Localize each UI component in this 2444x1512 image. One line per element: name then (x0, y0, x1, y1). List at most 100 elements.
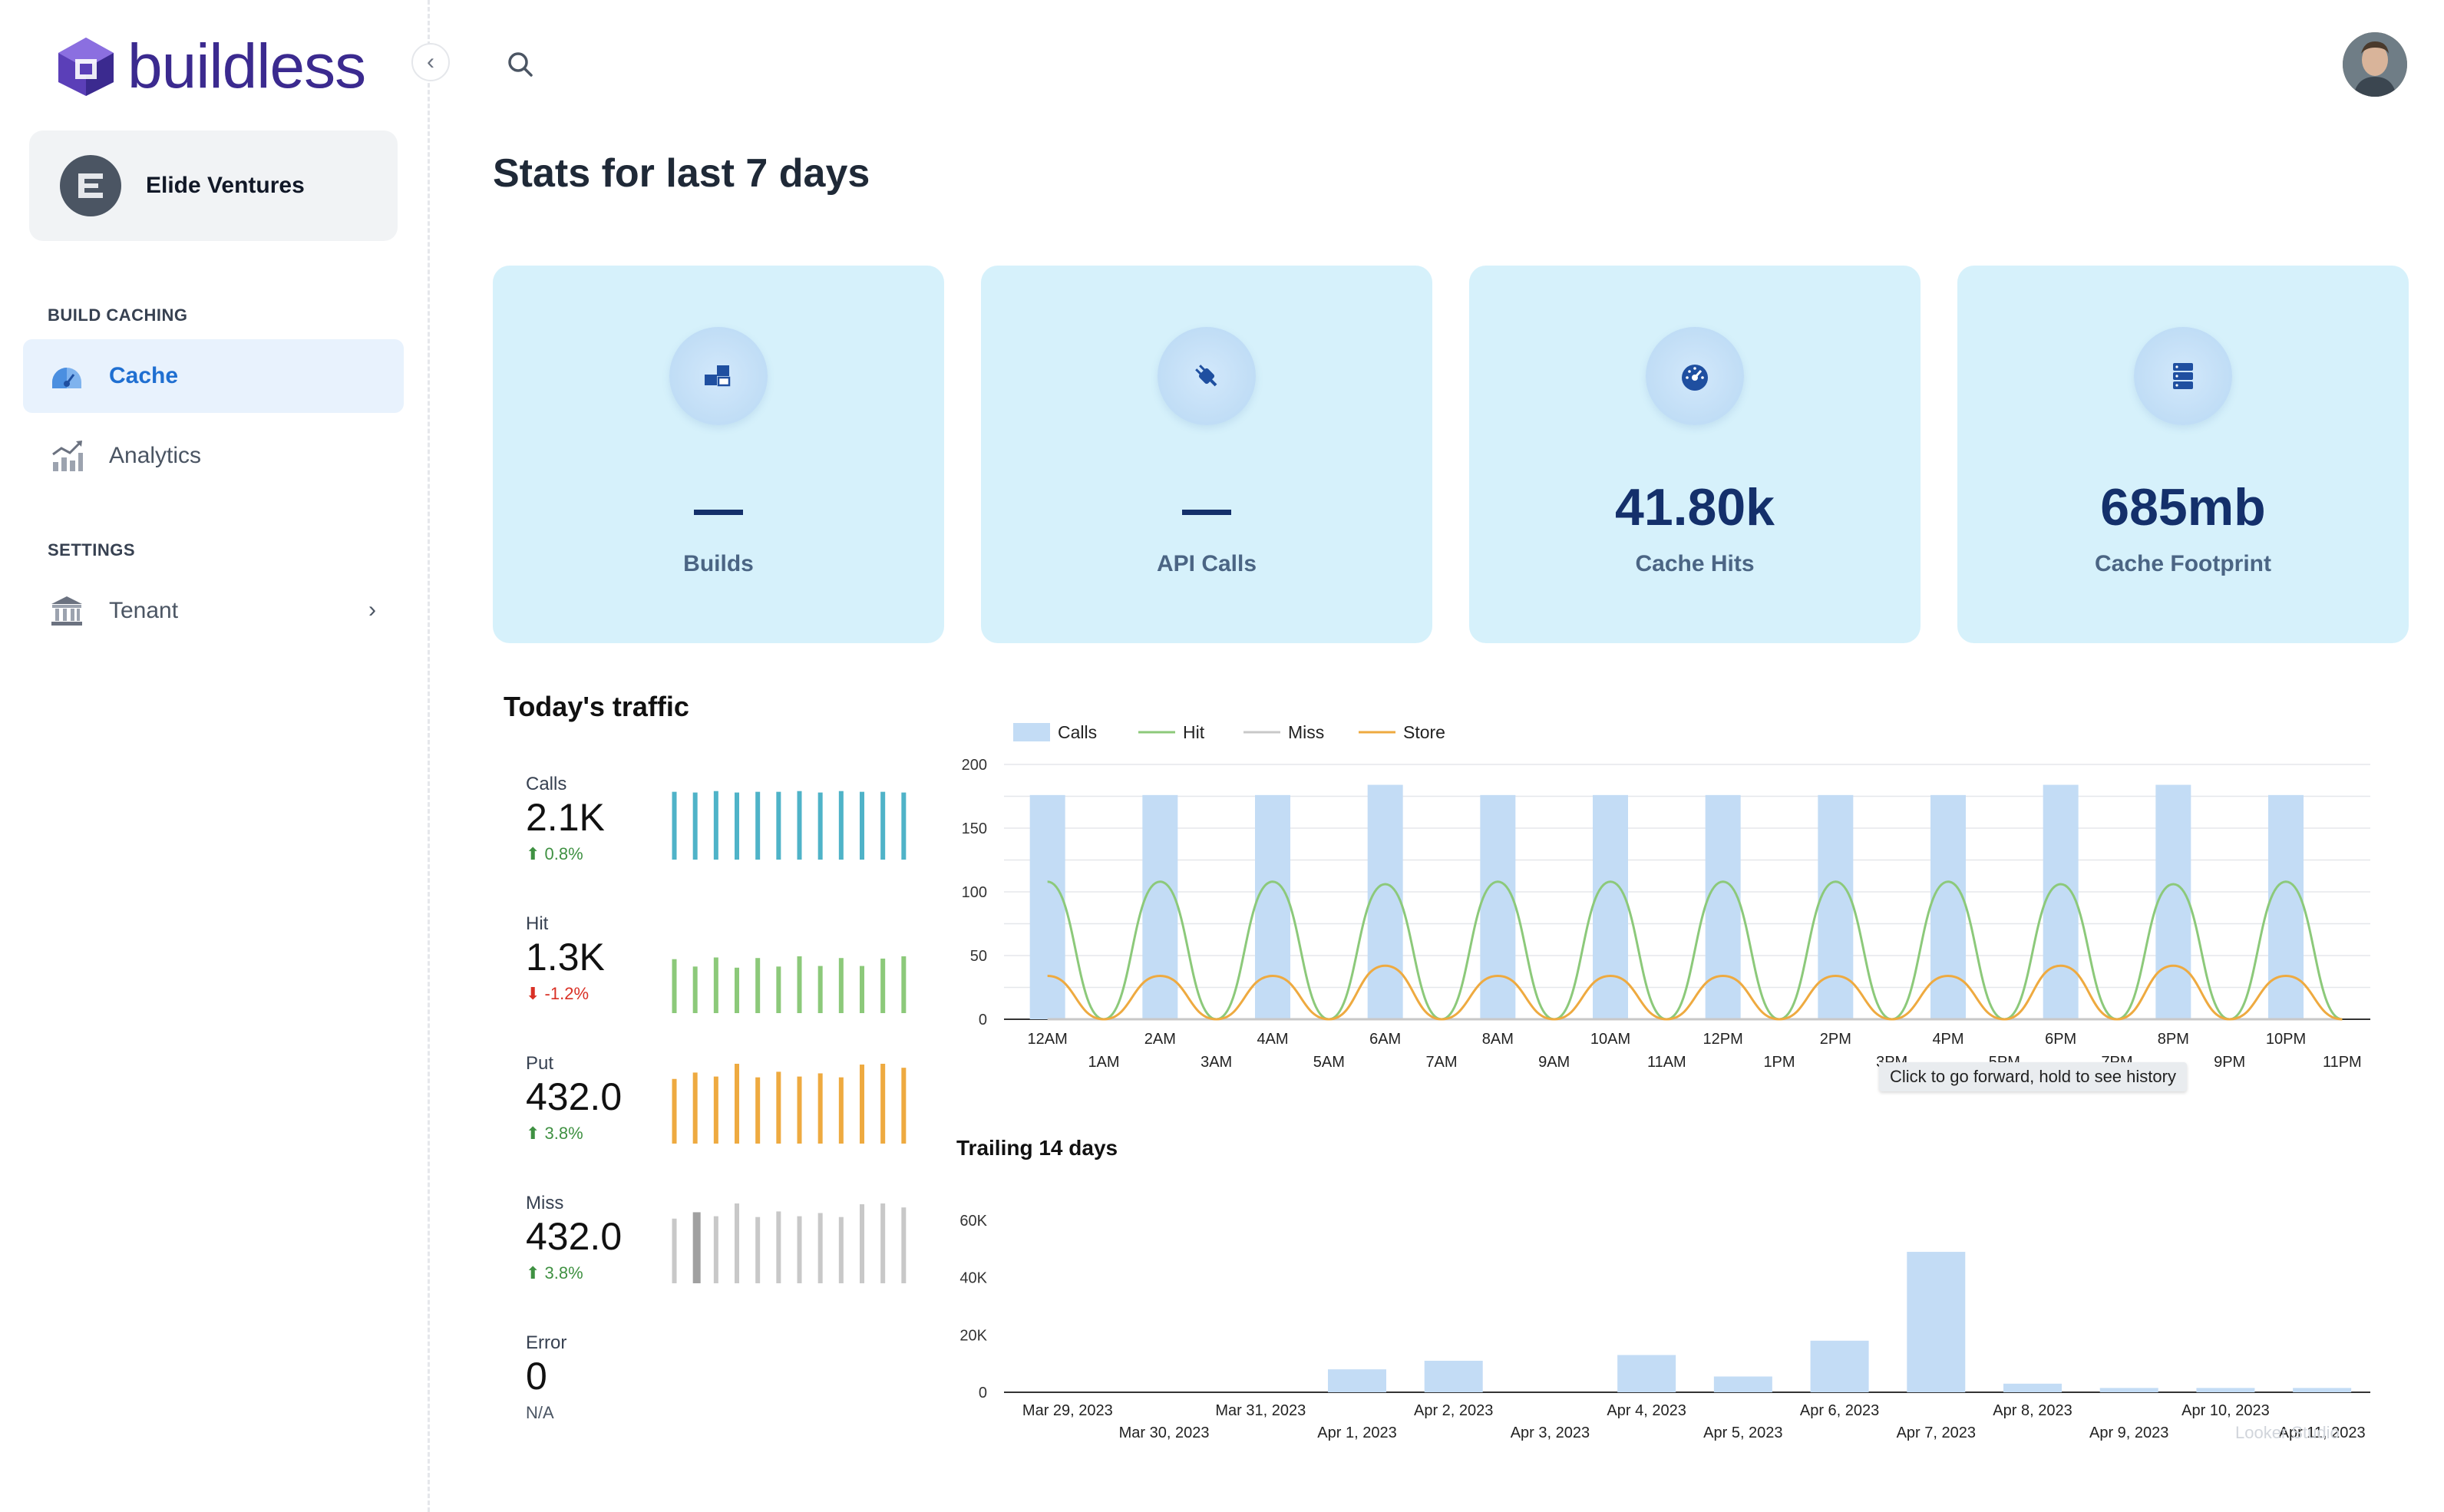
sparkline-bar (755, 1077, 761, 1144)
store-series-line (1047, 964, 2343, 1021)
server-icon (2173, 363, 2193, 389)
x-tick-label: 11PM (2323, 1054, 2362, 1071)
sparkline-bar (776, 791, 781, 860)
sparkline-bar (713, 1216, 718, 1283)
daily-bar (1907, 1252, 1966, 1392)
hourly-traffic-chart[interactable]: 0 50 100 150 200 12AM 1AM 2AM 3AM 4AM 5AM 6AM 7AM 8AM… (952, 714, 2380, 1098)
sparkline-bar (735, 1064, 740, 1144)
sparkline-bar (838, 1217, 844, 1283)
arrow-up-icon: ⬆ (526, 1124, 545, 1143)
x-tick-label: 8AM (1482, 1031, 1514, 1048)
x-tick-label: 10PM (2266, 1031, 2306, 1048)
legend-label: Hit (1183, 722, 1205, 742)
sparkline-bar (901, 792, 907, 860)
x-tick-label: 10AM (1590, 1031, 1630, 1048)
x-tick-label: 4AM (1257, 1031, 1288, 1048)
metric-value-put: 432.0 (526, 1075, 623, 1118)
brand-logo[interactable]: buildless (57, 31, 366, 103)
x-tick-label: Mar 30, 2023 (1119, 1425, 1210, 1441)
y-tick-label: 20K (959, 1327, 987, 1344)
sidebar-item-analytics[interactable]: Analytics (23, 419, 404, 493)
x-tick-label: 12PM (1703, 1031, 1743, 1048)
org-switcher[interactable]: Elide Ventures (29, 130, 398, 241)
sparkline-bar (672, 959, 677, 1013)
hit-series-line (1047, 880, 2343, 1021)
user-avatar[interactable] (2343, 32, 2407, 97)
x-tick-label: 6AM (1369, 1031, 1401, 1048)
daily-bar (1328, 1369, 1386, 1392)
cache-icon (49, 358, 84, 394)
sparkline-bar (755, 1217, 761, 1283)
y-tick-label: 40K (959, 1270, 987, 1287)
x-tick-label: Mar 29, 2023 (1022, 1402, 1113, 1419)
daily-bar (2099, 1388, 2158, 1392)
calls-bar (1818, 794, 1854, 1019)
y-tick-label: 60K (959, 1213, 987, 1230)
x-tick-label: Apr 10, 2023 (2181, 1402, 2270, 1419)
x-tick-label: 11AM (1647, 1054, 1686, 1071)
stat-card-cache-footprint: 685mb Cache Footprint (1957, 266, 2409, 643)
chevron-left-icon: ‹ (427, 49, 434, 74)
stat-label: API Calls (1156, 551, 1257, 576)
legend-label: Calls (1058, 722, 1097, 742)
arrow-up-icon: ⬆ (526, 1263, 545, 1283)
x-tick-label: Apr 7, 2023 (1897, 1425, 1976, 1441)
x-tick-label: 8PM (2158, 1031, 2189, 1048)
sparkline-bar (692, 1212, 701, 1283)
search-button[interactable] (504, 48, 537, 81)
metric-value-miss: 432.0 (526, 1215, 623, 1258)
metric-label-hit: Hit (526, 913, 549, 934)
metric-value-error: 0 (526, 1355, 547, 1398)
sparkline-bar (817, 1213, 823, 1283)
sparkline-bar (735, 967, 740, 1013)
x-tick-label: 3AM (1201, 1054, 1232, 1071)
sparkline-put (672, 1064, 907, 1144)
stat-card-builds: Builds (493, 266, 944, 643)
sparkline-bar (755, 791, 761, 860)
sparkline-bar (838, 958, 844, 1013)
sidebar-item-cache[interactable]: Cache (23, 339, 404, 413)
user-photo-icon (2343, 32, 2407, 97)
sparkline-bar (735, 792, 740, 860)
section-settings: SETTINGS (48, 540, 136, 560)
x-tick-label: 7AM (1425, 1054, 1457, 1071)
x-tick-label: Apr 3, 2023 (1511, 1425, 1590, 1441)
x-tick-label: Mar 31, 2023 (1215, 1402, 1306, 1419)
sidebar-item-label: Analytics (109, 443, 202, 468)
sparkline-bar (713, 1076, 718, 1144)
brand-name: buildless (127, 31, 366, 101)
x-tick-label: Apr 2, 2023 (1414, 1402, 1493, 1419)
page-title: Stats for last 7 days (493, 151, 870, 196)
calls-bar (1480, 794, 1516, 1019)
sidebar-item-label: Tenant (109, 598, 179, 623)
calls-bar (2155, 784, 2191, 1019)
collapse-sidebar-button[interactable]: ‹ (411, 43, 450, 81)
sparkline-bar (838, 791, 844, 860)
trailing-14-days-chart[interactable]: 0 20K 40K 60K Mar 29, 2023 Mar 30, 2023 Mar 31… (952, 1197, 2380, 1458)
x-tick-label: Apr 11, 2023 (2279, 1425, 2366, 1441)
sidebar-item-tenant[interactable]: Tenant › (23, 574, 404, 648)
section-build-caching: BUILD CACHING (48, 305, 188, 325)
x-tick-label: 1AM (1088, 1054, 1119, 1071)
metric-label-miss: Miss (526, 1193, 564, 1213)
search-icon (508, 52, 533, 77)
y-tick-label: 150 (962, 820, 987, 837)
daily-bar (2196, 1388, 2255, 1392)
sparkline-bar (797, 791, 802, 860)
calls-bar (1593, 794, 1628, 1019)
x-tick-label: 2AM (1144, 1031, 1176, 1048)
stat-icon-badge (2134, 327, 2232, 425)
y-tick-label: 200 (962, 757, 987, 774)
sparkline-bar (735, 1203, 740, 1283)
x-tick-label: Apr 1, 2023 (1317, 1425, 1396, 1441)
metric-change-calls: ⬆ 0.8% (526, 844, 583, 864)
daily-bar (1424, 1360, 1483, 1392)
x-tick-label: 9AM (1538, 1054, 1570, 1071)
metric-change-put: ⬆ 3.8% (526, 1124, 583, 1144)
x-tick-label: 1PM (1763, 1054, 1795, 1071)
calls-bar (1930, 794, 1966, 1019)
sparkline-bar (838, 1077, 844, 1144)
sparkline-bar (755, 958, 761, 1013)
arrow-up-icon: ⬆ (526, 844, 545, 863)
legend-label: Store (1403, 722, 1445, 742)
